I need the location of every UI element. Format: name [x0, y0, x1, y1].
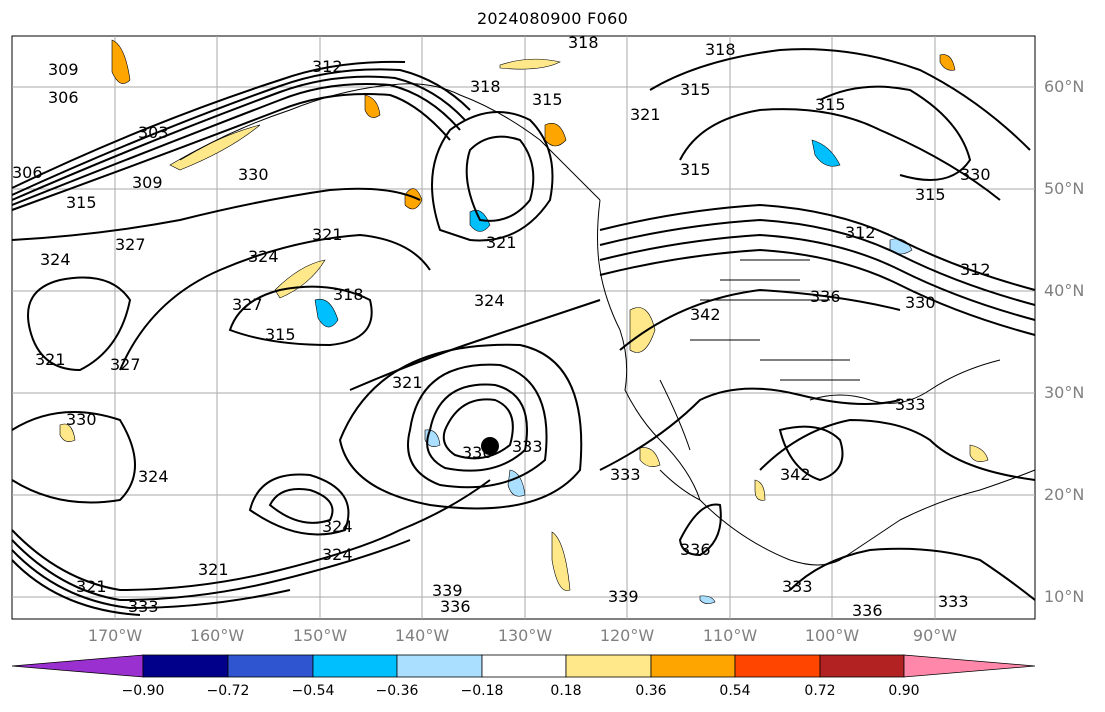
longitude-label: 170°W [87, 626, 143, 645]
contour-label: 330 [66, 410, 97, 429]
contour-label: 324 [40, 250, 71, 269]
contour-label: 312 [312, 57, 343, 76]
colorbar-segment [481, 654, 567, 678]
colorbar [11, 654, 1036, 678]
contour-label: 324 [474, 291, 505, 310]
contour-label: 342 [780, 465, 811, 484]
contour-label: 315 [532, 90, 563, 109]
colorbar-segment [819, 654, 905, 678]
contour-label: 303 [138, 123, 169, 142]
longitude-label: 120°W [599, 626, 655, 645]
contour-label: 315 [66, 193, 97, 212]
latitude-label: 40°N [1044, 281, 1085, 300]
colorbar-tick-label: 0.54 [719, 683, 751, 699]
contour-label: 321 [486, 233, 517, 252]
colorbar-segment [142, 654, 229, 678]
colorbar-tick-label: 0.36 [635, 683, 667, 699]
contour-label: 306 [12, 163, 43, 182]
colorbar-segment [565, 654, 652, 678]
latitude-label: 10°N [1044, 587, 1085, 606]
contour-label: 324 [322, 517, 353, 536]
contour-label: 318 [568, 33, 599, 52]
longitude-label: 150°W [292, 626, 348, 645]
contour-label: 312 [845, 223, 876, 242]
contour-label: 330 [238, 165, 269, 184]
latitude-label: 50°N [1044, 179, 1085, 198]
contour-label: 333 [782, 577, 813, 596]
contour-label: 333 [512, 437, 543, 456]
contour-label: 312 [960, 260, 991, 279]
contour-label: 339 [608, 587, 639, 606]
contour-label: 318 [705, 40, 736, 59]
colorbar-low-extension [11, 654, 144, 678]
contour-label: 309 [132, 173, 163, 192]
contour-label: 321 [312, 225, 343, 244]
contour-label: 336 [852, 601, 883, 620]
longitude-label: 110°W [702, 626, 758, 645]
contour-label: 330 [905, 293, 936, 312]
longitude-label: 90°W [912, 626, 958, 645]
contour-label: 318 [470, 77, 501, 96]
contour-label: 336 [810, 287, 841, 306]
colorbar-segment [227, 654, 314, 678]
contour-label: 324 [248, 247, 279, 266]
contour-label: 315 [680, 160, 711, 179]
contour-lines [11, 48, 1036, 616]
colorbar-segment [312, 654, 398, 678]
contour-label: 306 [48, 88, 79, 107]
contour-label: 330 [960, 165, 991, 184]
colorbar-segment [650, 654, 736, 678]
contour-label: 327 [110, 355, 141, 374]
contour-label: 309 [48, 60, 79, 79]
longitude-label: 130°W [497, 626, 553, 645]
map-frame [11, 35, 1036, 620]
contour-label-group: 309 306 303 306 312 318 315 318 321 315 … [12, 33, 991, 620]
contour-label: 321 [630, 105, 661, 124]
contour-label: 333 [128, 597, 159, 616]
contour-label: 321 [198, 560, 229, 579]
colorbar-tick-label: 0.90 [888, 683, 920, 699]
latitude-label: 30°N [1044, 383, 1085, 402]
colorbar-segment [734, 654, 821, 678]
contour-label: 321 [76, 577, 107, 596]
contour-label: 333 [610, 465, 641, 484]
longitude-label: 100°W [804, 626, 860, 645]
contour-label: 336 [680, 540, 711, 559]
contour-label: 336 [440, 597, 471, 616]
latitude-label: 20°N [1044, 485, 1085, 504]
colorbar-tick-label: −0.72 [206, 683, 250, 699]
contour-label: 321 [392, 373, 423, 392]
contour-label: 339 [432, 581, 463, 600]
contour-label: 333 [895, 395, 926, 414]
colorbar-segment [396, 654, 483, 678]
colorbar-tick-label: −0.36 [375, 683, 419, 699]
contour-label: 315 [680, 80, 711, 99]
low-center-dot [481, 437, 499, 455]
colorbar-tick-label: 0.18 [550, 683, 582, 699]
colorbar-tick-label: −0.90 [121, 683, 165, 699]
contour-label: 315 [815, 95, 846, 114]
colorbar-high-extension [903, 654, 1036, 678]
longitude-label: 140°W [394, 626, 450, 645]
latitude-label: 60°N [1044, 77, 1085, 96]
contour-label: 324 [138, 467, 169, 486]
colorbar-tick-label: −0.18 [460, 683, 504, 699]
map-title: 2024080900 F060 [476, 9, 629, 28]
contour-label: 324 [322, 545, 353, 564]
contour-label: 342 [690, 305, 721, 324]
colorbar-tick-label: 0.72 [804, 683, 836, 699]
contour-label: 327 [232, 295, 263, 314]
longitude-label: 160°W [189, 626, 245, 645]
colorbar-tick-label: −0.54 [291, 683, 335, 699]
contour-label: 321 [35, 350, 66, 369]
contour-label: 315 [265, 325, 296, 344]
contour-label: 318 [333, 285, 364, 304]
contour-label: 315 [915, 185, 946, 204]
contour-label: 333 [938, 592, 969, 611]
contour-label: 327 [115, 235, 146, 254]
